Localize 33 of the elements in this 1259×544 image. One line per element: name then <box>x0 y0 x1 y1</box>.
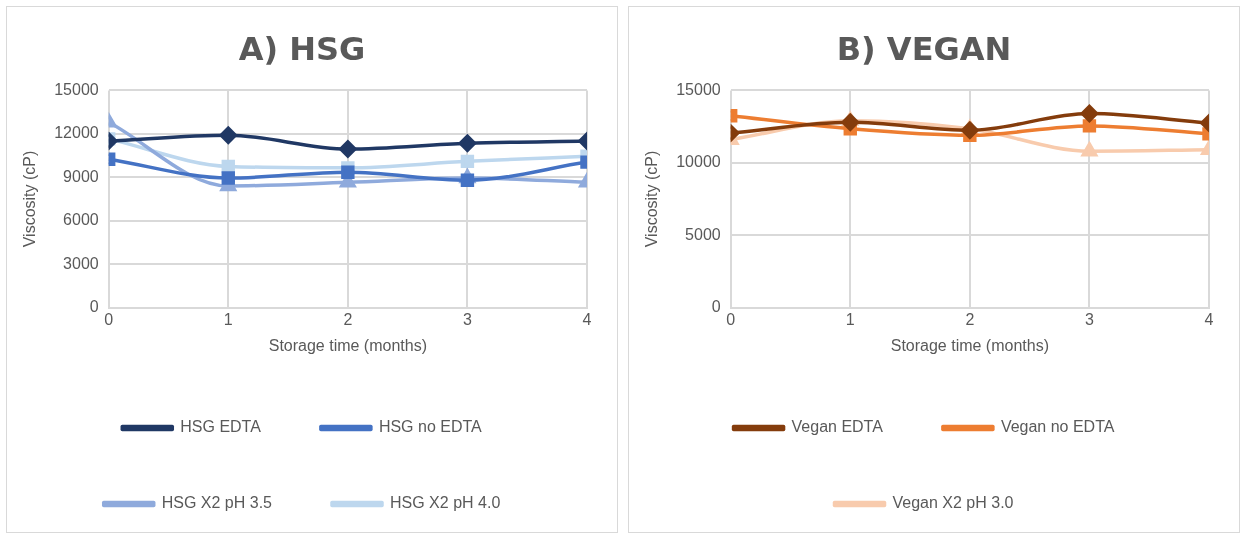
legend-label: Vegan no EDTA <box>1000 418 1115 436</box>
y-axis-title: Viscosity (cP) <box>643 150 661 248</box>
y-axis-title: Viscosity (cP) <box>21 150 39 248</box>
legend-label: Vegan X2 pH 3.0 <box>892 494 1014 512</box>
y-tick-label: 15000 <box>54 80 99 98</box>
y-tick-label: 0 <box>711 298 721 316</box>
x-tick-label: 0 <box>726 310 736 328</box>
x-tick-label: 4 <box>582 310 592 328</box>
y-tick-label: 12000 <box>54 124 99 142</box>
y-tick-label: 15000 <box>676 80 721 98</box>
x-tick-label: 3 <box>462 310 472 328</box>
legend-label: Vegan EDTA <box>791 418 884 436</box>
x-tick-label: 1 <box>223 310 233 328</box>
chart-title: A) HSG <box>238 29 366 68</box>
y-tick-label: 5000 <box>685 225 721 243</box>
y-tick-label: 3000 <box>63 254 99 272</box>
legend-label: HSG X2 pH 3.5 <box>161 494 273 512</box>
chart-title: B) VEGAN <box>836 29 1012 68</box>
x-axis-title: Storage time (months) <box>890 336 1049 354</box>
x-tick-label: 0 <box>104 310 114 328</box>
y-tick-label: 0 <box>89 298 99 316</box>
legend-label: HSG X2 pH 4.0 <box>390 494 501 512</box>
y-tick-label: 10000 <box>676 153 721 171</box>
x-tick-label: 1 <box>845 310 855 328</box>
x-tick-label: 3 <box>1084 310 1094 328</box>
x-tick-label: 2 <box>343 310 353 328</box>
legend-label: HSG no EDTA <box>378 418 483 436</box>
x-axis-title: Storage time (months) <box>268 336 427 354</box>
legend-label: HSG EDTA <box>180 418 262 436</box>
x-tick-label: 2 <box>965 310 975 328</box>
y-tick-label: 9000 <box>63 167 99 185</box>
y-tick-label: 6000 <box>63 211 99 229</box>
x-tick-label: 4 <box>1204 310 1214 328</box>
